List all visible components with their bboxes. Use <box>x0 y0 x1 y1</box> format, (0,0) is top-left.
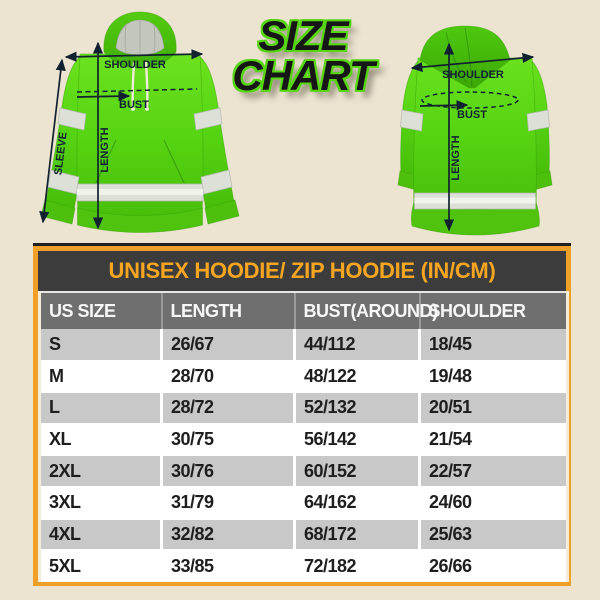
table-cell: 33/85 <box>160 549 295 582</box>
table-row: 3XL 31/79 64/162 24/60 <box>38 485 569 519</box>
back-shoulder-arrow <box>410 52 535 73</box>
table-cell: 56/142 <box>293 422 420 456</box>
table-cell: 26/66 <box>418 549 569 582</box>
back-hoodie-illustration: SHOULDER BUST LENGTH <box>397 25 553 236</box>
title-line-2: CHART <box>232 51 374 99</box>
table-cell: 48/122 <box>293 359 420 393</box>
table-cell: XL <box>38 422 162 456</box>
table-cell: 44/112 <box>293 329 420 361</box>
table-cell: M <box>38 359 162 393</box>
table-row: 4XL 32/82 68/172 25/63 <box>38 517 569 551</box>
table-cell: 25/63 <box>418 517 569 551</box>
front-bust-arrow <box>76 91 131 102</box>
size-grid: US SIZE LENGTH BUST(AROUND) SHOULDER S 26… <box>38 291 569 582</box>
back-bust-label: BUST <box>457 109 487 121</box>
table-cell: 19/48 <box>418 359 569 393</box>
column-header-bust: BUST(AROUND) <box>293 291 438 329</box>
header-row: US SIZE LENGTH BUST(AROUND) SHOULDER <box>38 291 569 329</box>
table-cell: 68/172 <box>293 517 420 551</box>
front-shoulder-arrow <box>64 49 204 62</box>
front-hoodie-illustration: SHOULDER BUST LENGTH SLEEVE <box>39 11 240 233</box>
table-cell: 20/51 <box>418 391 569 424</box>
column-header-us-size: US SIZE <box>38 291 162 329</box>
back-shoulder-label: SHOULDER <box>442 69 504 81</box>
back-bust-dashed-ellipse <box>421 91 519 109</box>
table-cell: L <box>38 391 162 424</box>
column-header-shoulder: SHOULDER <box>418 291 569 329</box>
table-cell: 28/72 <box>160 391 295 424</box>
back-bust-arrow <box>419 100 469 111</box>
table-row: 2XL 30/76 60/152 22/57 <box>38 454 569 487</box>
front-bust-label: BUST <box>119 99 149 111</box>
table-cell: 4XL <box>38 517 162 551</box>
front-sleeve-arrow <box>39 58 66 224</box>
table-row: L 28/72 52/132 20/51 <box>38 391 569 424</box>
table-row: S 26/67 44/112 18/45 <box>38 329 569 361</box>
table-cell: 72/182 <box>293 549 420 582</box>
table-row: M 28/70 48/122 19/48 <box>38 359 569 393</box>
front-hem-band <box>77 207 203 233</box>
table-cell: 5XL <box>38 549 162 582</box>
size-chart-table: UNISEX HOODIE/ ZIP HOODIE (IN/CM) US SIZ… <box>33 246 571 586</box>
table-cell: 2XL <box>38 454 162 487</box>
table-cell: 31/79 <box>160 485 295 519</box>
table-cell: 30/75 <box>160 422 295 456</box>
front-shoulder-label: SHOULDER <box>104 59 166 71</box>
table-cell: 26/67 <box>160 329 295 361</box>
table-cell: 52/132 <box>293 391 420 424</box>
table-cell: 18/45 <box>418 329 569 361</box>
table-cell: 21/54 <box>418 422 569 456</box>
front-sleeve-label: SLEEVE <box>52 131 69 176</box>
table-cell: 30/76 <box>160 454 295 487</box>
back-length-label: LENGTH <box>450 135 462 180</box>
table-row: XL 30/75 56/142 21/54 <box>38 422 569 456</box>
table-cell: 60/152 <box>293 454 420 487</box>
table-cell: 3XL <box>38 485 162 519</box>
front-length-label: LENGTH <box>99 127 111 172</box>
table-cell: 22/57 <box>418 454 569 487</box>
column-header-length: LENGTH <box>160 291 295 329</box>
size-table-body: S 26/67 44/112 18/45 M 28/70 48/122 19/48 L 28/72… <box>38 329 569 582</box>
table-cell: 28/70 <box>160 359 295 393</box>
table-cell: S <box>38 329 162 361</box>
table-title: UNISEX HOODIE/ ZIP HOODIE (IN/CM) <box>38 251 566 291</box>
table-cell: 32/82 <box>160 517 295 551</box>
drawstrings <box>131 61 149 111</box>
table-cell: 24/60 <box>418 485 569 519</box>
table-row: 5XL 33/85 72/182 26/66 <box>38 549 569 582</box>
title-line-1: SIZE <box>258 12 348 59</box>
page-title: SIZE CHART <box>223 12 383 99</box>
front-right-cuff <box>204 199 240 225</box>
table-cell: 64/162 <box>293 485 420 519</box>
